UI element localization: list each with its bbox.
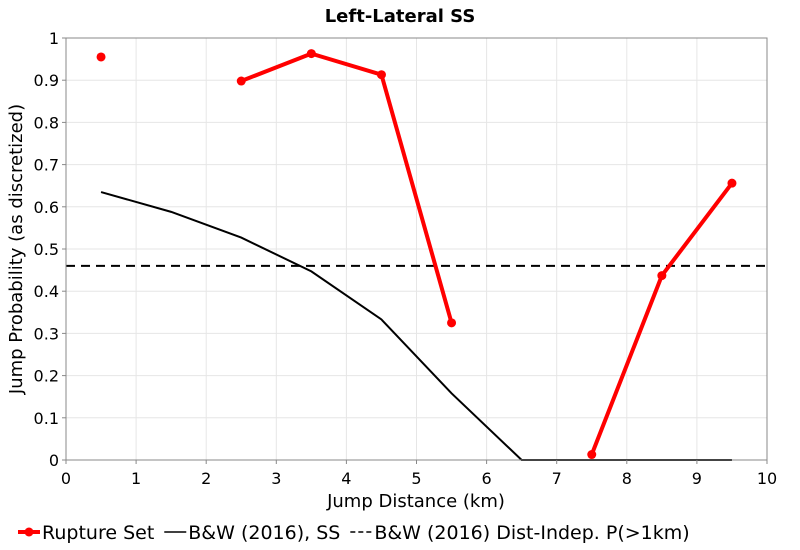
- legend-label: Rupture Set: [42, 522, 154, 544]
- data-point: [306, 49, 316, 59]
- x-tick-label: 4: [341, 469, 351, 488]
- x-tick-label: 0: [61, 469, 71, 488]
- x-tick-label: 1: [131, 469, 141, 488]
- x-tick-label: 10: [757, 469, 777, 488]
- data-point: [727, 178, 737, 188]
- data-point: [657, 271, 667, 281]
- x-axis-title: Jump Distance (km): [326, 491, 505, 512]
- x-tick-label: 7: [552, 469, 562, 488]
- x-tick-label: 8: [622, 469, 632, 488]
- y-tick-label: 0.5: [34, 240, 59, 259]
- data-point: [447, 318, 457, 328]
- y-axis-title: Jump Probability (as discretized): [6, 104, 27, 395]
- y-tick-label: 0.1: [34, 409, 59, 428]
- legend-marker: [24, 527, 34, 537]
- legend-label: B&W (2016) Dist-Indep. P(>1km): [374, 522, 689, 544]
- x-tick-label: 9: [692, 469, 702, 488]
- y-tick-label: 0.6: [34, 198, 59, 217]
- y-tick-label: 0.4: [34, 282, 59, 301]
- legend-item-0: Rupture Set: [18, 522, 154, 544]
- x-ticks: 0 1 2 3 4 5 6 7 8 9 10: [61, 460, 777, 488]
- legend-item-2: B&W (2016) Dist-Indep. P(>1km): [350, 522, 690, 544]
- y-ticks: 0 0.1 0.2 0.3 0.4 0.5 0.6 0.7 0.8 0.9 1: [34, 29, 66, 470]
- y-tick-label: 0: [49, 451, 59, 470]
- legend: Rupture Set B&W (2016), SS B&W (2016) Dist…: [18, 522, 690, 544]
- x-tick-label: 5: [411, 469, 421, 488]
- legend-item-1: B&W (2016), SS: [164, 522, 340, 544]
- y-tick-label: 1: [49, 29, 59, 48]
- y-tick-label: 0.8: [34, 113, 59, 132]
- series-line: [589, 181, 734, 456]
- x-tick-label: 2: [201, 469, 211, 488]
- data-point: [587, 450, 597, 460]
- grid: [65, 37, 768, 461]
- series-line: [240, 51, 454, 324]
- y-tick-label: 0.2: [34, 367, 59, 386]
- data-point: [236, 76, 246, 86]
- data-point: [376, 70, 386, 80]
- legend-label: B&W (2016), SS: [188, 522, 340, 544]
- data-point: [96, 52, 106, 62]
- series-0: [96, 49, 737, 460]
- x-tick-label: 6: [482, 469, 492, 488]
- y-tick-label: 0.7: [34, 156, 59, 175]
- chart-title: Left-Lateral SS: [325, 6, 476, 27]
- x-tick-label: 3: [271, 469, 281, 488]
- y-tick-label: 0.3: [34, 324, 59, 343]
- y-tick-label: 0.9: [34, 71, 59, 90]
